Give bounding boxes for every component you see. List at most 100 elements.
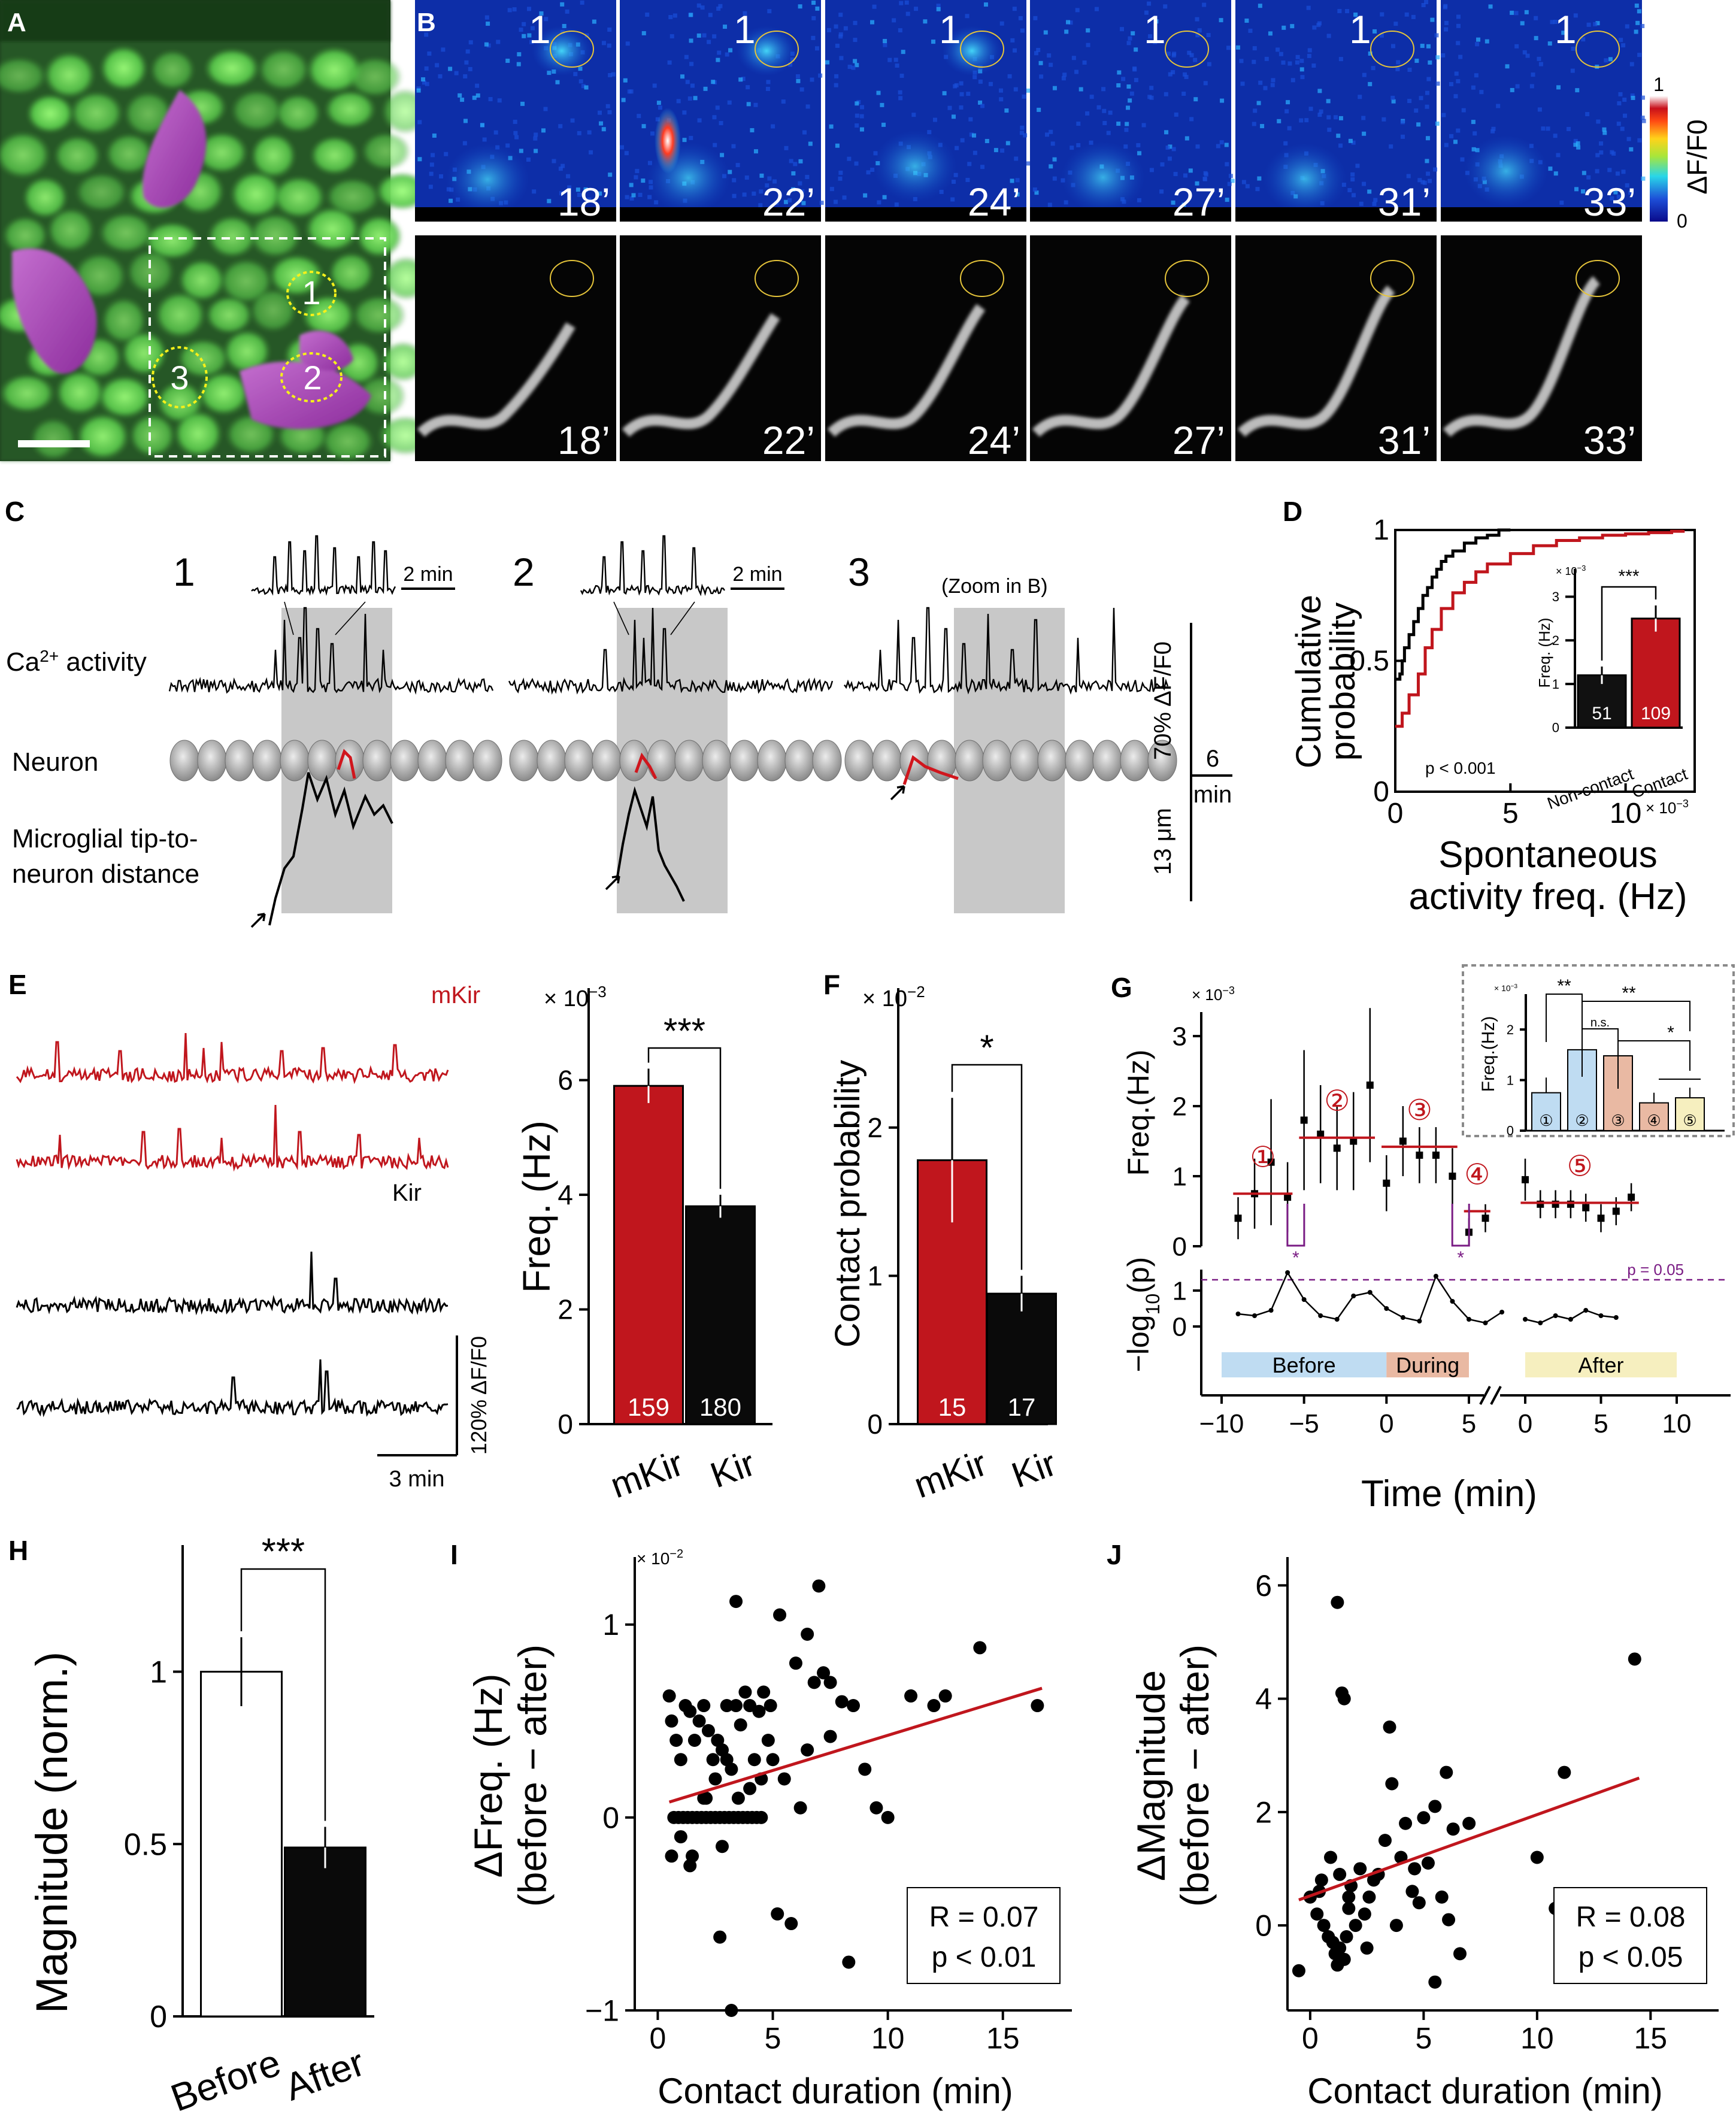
- g-logp-left-point: [1499, 1310, 1505, 1315]
- heatmap-pixel: [1576, 141, 1580, 146]
- h-category-label: Before: [165, 2040, 286, 2114]
- heatmap-pixel: [627, 89, 632, 94]
- heatmap-pixel: [1359, 201, 1364, 206]
- heatmap-pixel: [855, 63, 859, 68]
- heatmap-pixel: [1290, 78, 1295, 83]
- roi-outlines: [152, 271, 343, 408]
- heatmap-pixel: [1617, 101, 1622, 106]
- heatmap-pixel: [1076, 143, 1081, 147]
- neuron-cell: [75, 413, 130, 461]
- heatmap-pixel: [1010, 178, 1014, 183]
- heatmap-pixel: [1228, 174, 1233, 178]
- g-after-point: [1522, 1176, 1529, 1183]
- heatmap-pixel: [486, 43, 491, 48]
- heatmap-pixel: [1573, 143, 1578, 147]
- roi-label-3: 3: [170, 359, 189, 396]
- heatmap-pixel: [1637, 53, 1642, 57]
- heatmap-pixel: [791, 171, 796, 176]
- heatmap-pixel: [1640, 116, 1645, 120]
- heatmap-pixel: [988, 81, 993, 86]
- j-point: [1446, 1822, 1460, 1836]
- d-inset-ylabel: Freq. (Hz): [1535, 618, 1553, 688]
- heatmap-pixel: [1015, 192, 1020, 197]
- heatmap-pixel: [1326, 115, 1331, 120]
- heatmap-pixel: [1400, 134, 1405, 139]
- time-scalebar-value: 6: [1206, 746, 1219, 772]
- heatmap-pixel: [1189, 117, 1194, 122]
- heatmap-pixel: [931, 40, 936, 44]
- f-y-tick-label: 0: [867, 1409, 883, 1440]
- d-x-tick-label: 5: [1502, 798, 1519, 829]
- heatmap-pixel: [465, 49, 470, 54]
- heatmap-pixel: [838, 170, 843, 175]
- heatmap-pixel: [464, 60, 469, 65]
- heatmap-pixel: [519, 149, 523, 153]
- heatmap-pixel: [1284, 109, 1289, 114]
- panel-label-f: F: [823, 969, 840, 1000]
- heatmap-pixel: [634, 175, 638, 180]
- heatmap-pixel: [431, 153, 435, 158]
- heatmap-pixel: [534, 132, 538, 137]
- heatmap-pixel: [1225, 198, 1229, 202]
- heatmap-pixel: [513, 131, 518, 135]
- heatmap-pixel: [882, 195, 887, 199]
- heatmap-pixel: [1160, 162, 1165, 167]
- heatmap-pixel: [1379, 33, 1384, 38]
- heatmap-pixel: [529, 40, 534, 44]
- i-stats-r: R = 0.07: [929, 1901, 1039, 1933]
- heatmap-pixel: [1435, 81, 1440, 86]
- mkir-trace-label: mKir: [431, 982, 480, 1008]
- heatmap-pixel: [658, 105, 662, 110]
- heatmap-pixel: [1300, 75, 1305, 80]
- neuron-cell: [0, 56, 48, 95]
- g-x-tick-label: −5: [1289, 1409, 1319, 1438]
- heatmap-pixel: [1635, 20, 1640, 25]
- heatmap-pixel: [1147, 1, 1152, 6]
- i-point: [687, 1734, 701, 1747]
- neuron-cell: [249, 212, 302, 259]
- heatmap-pixel: [789, 159, 793, 163]
- neuron-cell: [43, 52, 96, 99]
- d-inset-y-tick-label: 3: [1552, 589, 1559, 604]
- heatmap-pixel: [965, 177, 970, 182]
- heatmap-pixel: [1575, 88, 1580, 93]
- heatmap-pixel: [728, 48, 733, 53]
- heatmap-pixel: [1348, 138, 1353, 143]
- heatmap-pixel: [1070, 146, 1074, 150]
- heatmap-pixel: [573, 72, 578, 77]
- heatmap-pixel: [972, 75, 977, 80]
- heatmap-pixel: [1137, 198, 1141, 202]
- heatmap-pixel: [463, 119, 468, 123]
- frame-0: 1 18’ 18’: [415, 0, 616, 462]
- frame-time: 22’: [762, 418, 815, 462]
- heatmap-pixel: [731, 144, 736, 149]
- distance-scalebar-label: 13 μm: [1150, 808, 1176, 875]
- g-inset-category: ①: [1539, 1111, 1553, 1129]
- heatmap-pixel: [702, 33, 707, 38]
- e-y-tick-label: 2: [558, 1294, 573, 1325]
- neuron-cell: [104, 132, 154, 175]
- heatmap-pixel: [881, 122, 886, 127]
- g-seg3-point: [1449, 1173, 1456, 1180]
- heatmap-pixel: [496, 40, 501, 44]
- j-x-tick-label: 5: [1415, 2022, 1432, 2055]
- heatmap-pixel: [493, 130, 498, 135]
- heatmap-pixel: [1368, 51, 1373, 56]
- heatmap-pixel: [1610, 150, 1614, 155]
- g-logp-left-point: [1433, 1274, 1438, 1279]
- heatmap-pixel: [901, 50, 905, 54]
- heatmap-pixel: [1407, 99, 1412, 104]
- heatmap-pixel: [1534, 36, 1538, 41]
- heatmap-pixel: [758, 203, 763, 208]
- heatmap-pixel: [942, 91, 947, 96]
- heatmap-pixel: [870, 20, 875, 25]
- heatmap-pixel: [1047, 202, 1052, 207]
- colorbar: [1650, 96, 1668, 222]
- i-stats-box: [907, 1887, 1061, 1984]
- roi-outline: [1576, 31, 1620, 68]
- heatmap-pixel: [1026, 88, 1031, 93]
- heatmap-pixel: [1553, 171, 1558, 176]
- heatmap-pixel: [700, 5, 705, 10]
- heatmap-pixel: [1163, 4, 1168, 9]
- neuron-cell: [347, 56, 403, 98]
